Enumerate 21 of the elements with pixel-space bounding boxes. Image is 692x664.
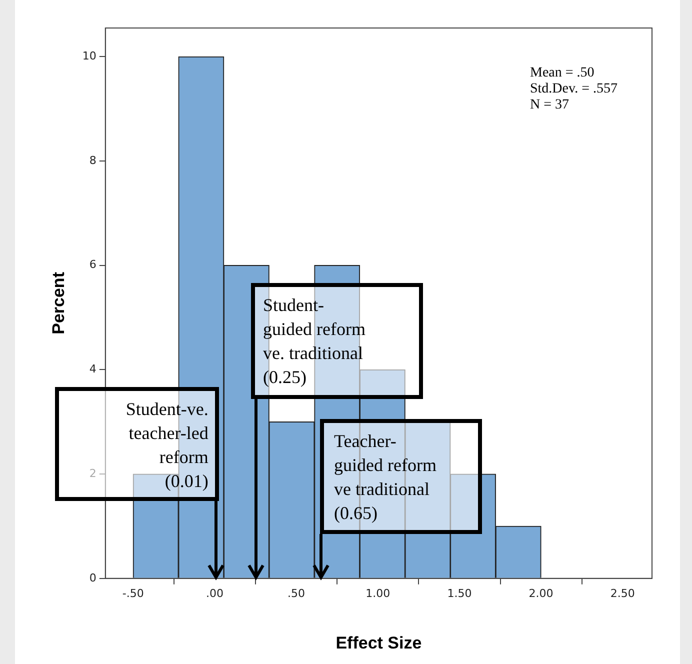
annotation: Mean = .50 <box>530 66 594 81</box>
x-axis-title: Effect Size <box>336 633 422 652</box>
y-axis-title: Percent <box>48 272 68 334</box>
y-tick-label: 0 <box>89 571 96 584</box>
x-tick-label: 1.00 <box>366 586 390 600</box>
y-tick-label: 4 <box>89 362 96 376</box>
y-tick-label: 8 <box>89 154 96 167</box>
x-tick-label: 2.00 <box>528 586 554 600</box>
annotation: Std.Dev. = .557 <box>530 82 618 97</box>
y-tick-label: 6 <box>89 258 96 272</box>
x-tick-label: .00 <box>206 586 224 600</box>
x-tick-label: -.50 <box>122 586 144 600</box>
y-tick-label: 2 <box>89 466 96 480</box>
annotation: N = 37 <box>530 98 570 113</box>
x-tick-label: 2.50 <box>610 586 635 600</box>
x-tick-label: 1.50 <box>447 586 472 600</box>
annotation: Student-ve. teacher-led reform (0.01) <box>126 399 208 491</box>
y-tick-label: 10 <box>82 50 96 63</box>
x-tick-label: .50 <box>288 586 306 600</box>
annotation: Student- guided reform ve. traditional (0.25) <box>263 294 366 389</box>
annotation: Teacher- guided reform ve traditional (0.65) <box>334 430 436 525</box>
